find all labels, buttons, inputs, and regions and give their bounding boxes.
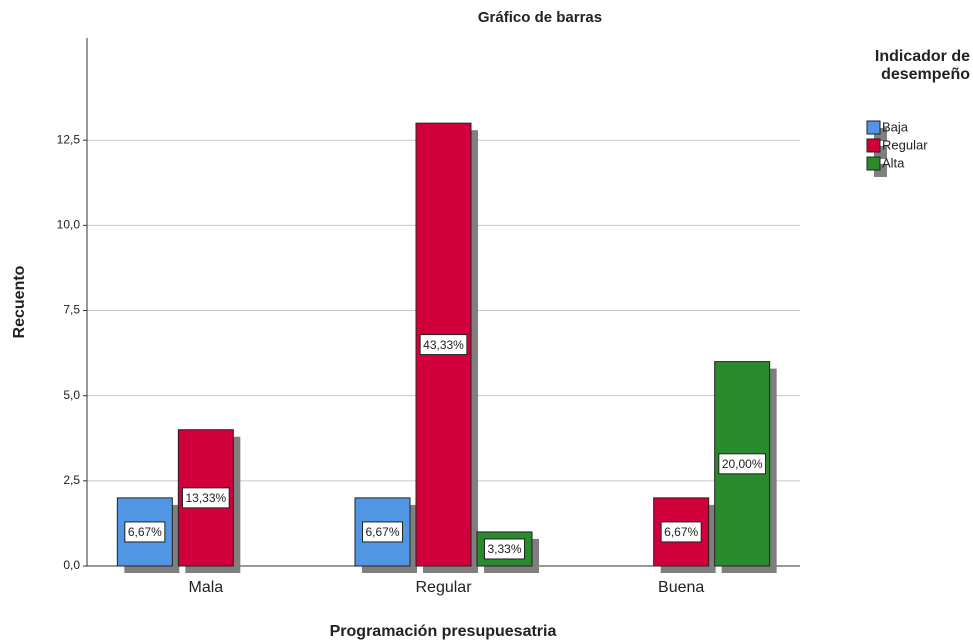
y-tick-label: 7,5 <box>63 303 80 317</box>
chart-title: Gráfico de barras <box>478 9 602 26</box>
x-tick-label: Mala <box>188 579 223 596</box>
y-tick-label: 12,5 <box>57 132 81 146</box>
value-label: 13,33% <box>185 491 226 505</box>
x-axis-label: Programación presupuesatria <box>330 623 557 640</box>
legend-swatch <box>866 156 881 171</box>
x-tick-label: Regular <box>415 579 472 596</box>
value-label-box <box>483 538 526 560</box>
legend-label: Alta <box>882 155 905 170</box>
value-label: 43,33% <box>423 338 464 352</box>
value-label-box <box>419 334 468 356</box>
legend-title: Indicador de desempeño <box>874 48 970 83</box>
legend-label: Baja <box>882 119 909 134</box>
y-tick-label: 10,0 <box>57 218 81 232</box>
value-label: 6,67% <box>128 525 162 539</box>
value-label: 6,67% <box>365 525 399 539</box>
x-tick-label: Buena <box>658 579 704 596</box>
value-label-box <box>181 487 230 509</box>
y-tick-label: 2,5 <box>63 473 80 487</box>
y-tick-label: 5,0 <box>63 388 80 402</box>
value-label: 3,33% <box>487 542 521 556</box>
legend-swatch <box>866 120 881 135</box>
y-axis-label: Recuento <box>11 265 28 338</box>
value-label: 20,00% <box>722 457 763 471</box>
value-label-box <box>124 521 166 543</box>
value-label-box <box>361 521 404 543</box>
value-label-box <box>718 453 767 475</box>
y-tick-label: 0,0 <box>63 558 80 572</box>
value-label-box <box>660 521 702 543</box>
legend-swatch <box>866 138 881 153</box>
value-label: 6,67% <box>664 525 698 539</box>
legend-label: Regular <box>882 137 928 152</box>
